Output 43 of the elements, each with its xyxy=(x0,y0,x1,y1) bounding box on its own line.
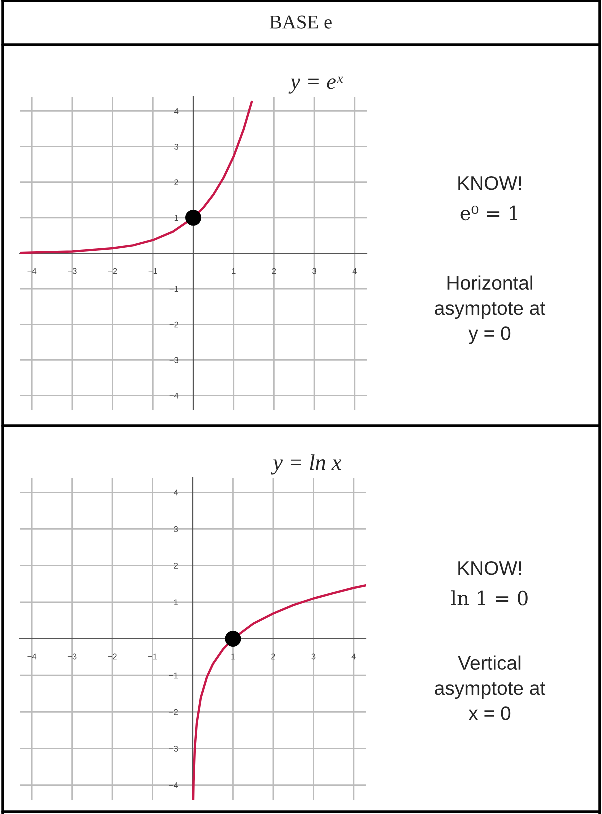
y-tick-label: −1 xyxy=(169,672,178,679)
chart-title: BASE e xyxy=(270,16,332,29)
x-tick-label: −3 xyxy=(68,654,77,660)
y-tick-label: 3 xyxy=(174,526,178,532)
y-tick-label: 2 xyxy=(174,180,178,186)
x-tick-label: 2 xyxy=(272,654,276,660)
line-series xyxy=(20,100,254,254)
y-tick-label: −4 xyxy=(170,393,179,399)
y-tick-label: 1 xyxy=(174,215,179,221)
x-tick-label: 1 xyxy=(232,268,236,274)
x-tick-label: 1 xyxy=(232,654,236,660)
chart-subtitle: y = eˣ xyxy=(288,76,344,94)
text: Vertical asymptote at x = 0 xyxy=(435,656,546,720)
y-tick-label: −2 xyxy=(169,709,178,716)
text: KNOW! xyxy=(458,176,522,190)
y-tick-label: −1 xyxy=(170,286,179,292)
y-tick-label: 1 xyxy=(174,600,178,606)
x-tick-label: 4 xyxy=(352,654,356,660)
text: e⁰ = 1 xyxy=(460,206,518,221)
y-tick-label: −2 xyxy=(170,322,178,328)
text: KNOW! xyxy=(458,561,522,576)
y-tick-label: −3 xyxy=(169,746,178,752)
x-tick-label: −2 xyxy=(108,654,117,660)
x-tick-label: −4 xyxy=(28,654,37,660)
y-tick-label: −4 xyxy=(169,782,178,788)
x-tick-label: −4 xyxy=(28,268,37,274)
text: Horizontal asymptote at y = 0 xyxy=(435,276,546,344)
y-tick-label: −3 xyxy=(170,357,179,364)
y-tick-label: 2 xyxy=(174,563,178,569)
y-tick-label: 4 xyxy=(174,490,178,496)
x-tick-label: 3 xyxy=(312,654,316,660)
chart-subtitle: y = ln x xyxy=(271,454,342,475)
text: ln 1 = 0 xyxy=(451,590,528,606)
x-tick-label: −2 xyxy=(108,268,118,274)
x-tick-label: −1 xyxy=(148,654,158,660)
x-tick-label: 2 xyxy=(272,268,276,274)
y-tick-label: 3 xyxy=(174,144,179,150)
y-tick-label: 4 xyxy=(174,108,179,114)
line-series xyxy=(192,584,366,800)
x-tick-label: 3 xyxy=(312,268,316,274)
x-tick-label: −1 xyxy=(148,268,158,274)
x-tick-label: 4 xyxy=(352,268,357,274)
x-tick-label: −3 xyxy=(68,268,77,274)
